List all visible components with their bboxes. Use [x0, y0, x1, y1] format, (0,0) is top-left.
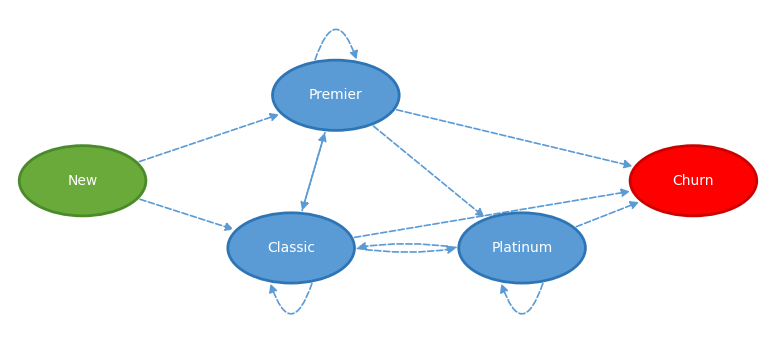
- Text: Classic: Classic: [267, 241, 315, 255]
- Ellipse shape: [272, 60, 399, 130]
- Ellipse shape: [459, 213, 585, 283]
- Text: New: New: [68, 174, 98, 188]
- Ellipse shape: [19, 146, 146, 216]
- Ellipse shape: [630, 146, 757, 216]
- Text: Platinum: Platinum: [491, 241, 553, 255]
- Text: Churn: Churn: [673, 174, 714, 188]
- Text: Premier: Premier: [309, 88, 362, 102]
- Ellipse shape: [228, 213, 355, 283]
